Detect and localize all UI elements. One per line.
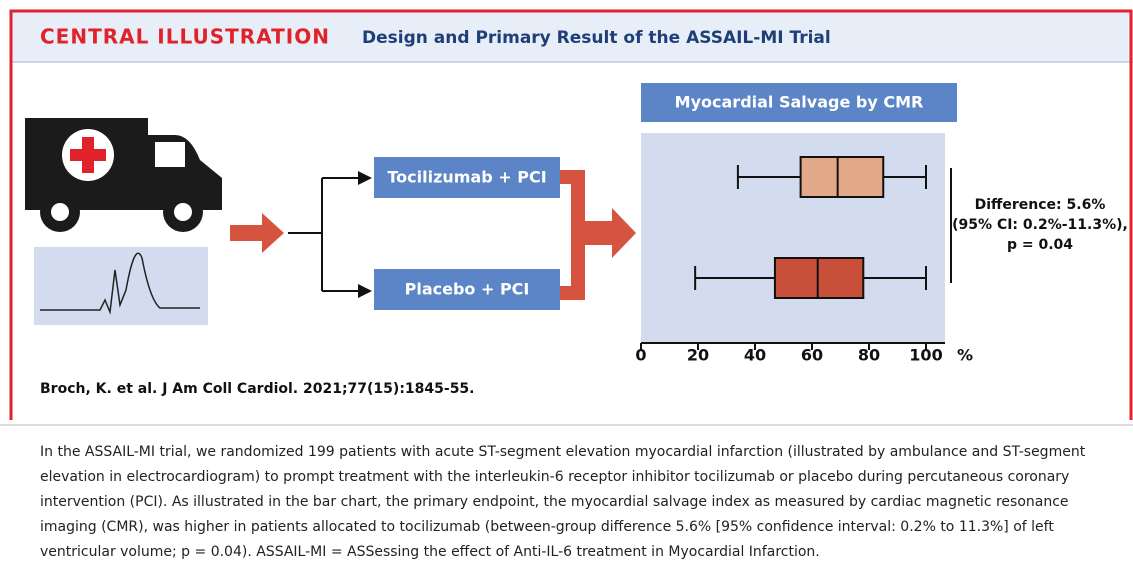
chart-title-box [641,83,957,122]
arm-label: Placebo + PCI [405,280,530,299]
x-tick-label: 80 [858,346,880,365]
chart-title: Myocardial Salvage by CMR [675,93,924,112]
box [773,257,865,299]
fork [288,177,360,292]
header-label: CENTRAL ILLUSTRATION [40,25,330,49]
x-tick-label: 40 [744,346,766,365]
header-title: Design and Primary Result of the ASSAIL-… [362,28,831,48]
frame [9,9,1133,420]
annotation: p = 0.04 [1007,237,1073,253]
annotation: Difference: 5.6% [975,197,1106,213]
ecg-trace [40,252,200,315]
x-tick-label: 0 [635,346,646,365]
citation: Broch, K. et al. J Am Coll Cardiol. 2021… [40,381,475,397]
merge-arrow [560,170,636,300]
box [799,156,885,198]
arm-box [374,269,560,310]
plot-area [641,133,945,343]
caption: In the ASSAIL-MI trial, we randomized 19… [40,444,1086,560]
x-tick-label: 100 [909,346,942,365]
arm-label: Tocilizumab + PCI [387,168,546,187]
ambulance [25,118,222,232]
arrow [230,213,284,253]
annotation: (95% CI: 0.2%-11.3%), [952,217,1128,233]
fork-heads [358,171,372,298]
x-unit: % [957,346,973,365]
x-tick-label: 60 [801,346,823,365]
x-tick-label: 20 [687,346,709,365]
header-band [12,12,1133,62]
ecg-panel [34,247,208,325]
arm-box [374,157,560,198]
